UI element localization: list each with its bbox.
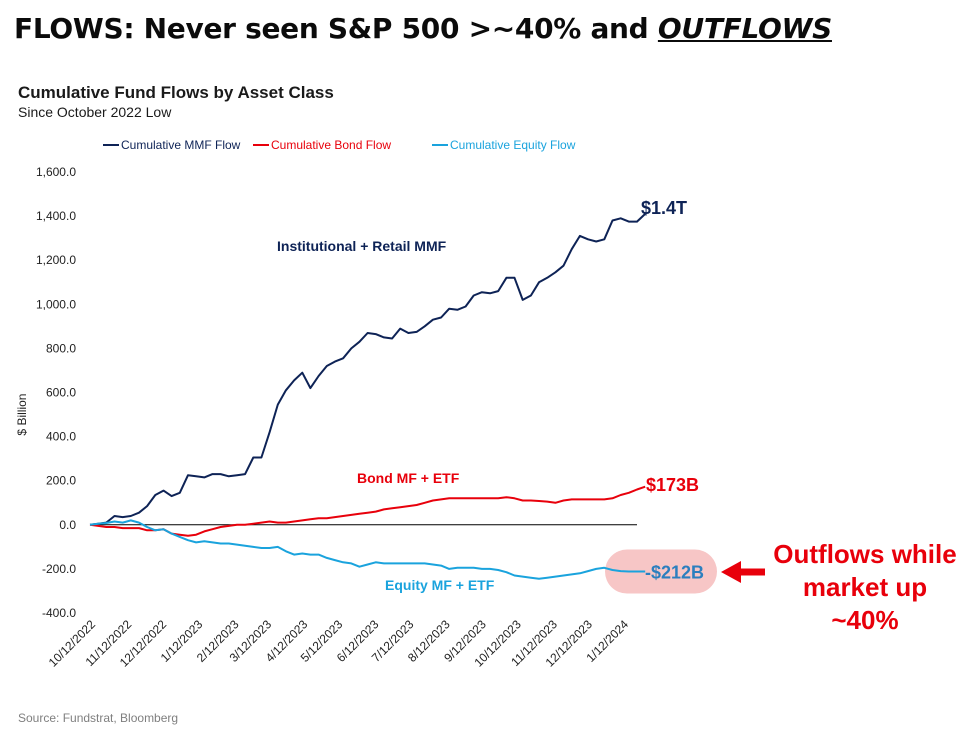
y-tick-label: -400.0 bbox=[42, 606, 76, 620]
y-tick-label: 400.0 bbox=[46, 430, 76, 444]
y-tick-label: 1,600.0 bbox=[36, 165, 76, 179]
legend-label: Cumulative Equity Flow bbox=[450, 138, 576, 152]
legend-label: Cumulative Bond Flow bbox=[271, 138, 391, 152]
callout-line1: Outflows while bbox=[773, 539, 957, 569]
y-tick-label: 1,400.0 bbox=[36, 209, 76, 223]
y-tick-label: -200.0 bbox=[42, 562, 76, 576]
headline-emphasis: OUTFLOWS bbox=[657, 12, 832, 45]
series-annotation: Bond MF + ETF bbox=[357, 470, 460, 486]
series-annotation: Institutional + Retail MMF bbox=[277, 238, 447, 254]
y-tick-label: 600.0 bbox=[46, 386, 76, 400]
y-tick-label: 0.0 bbox=[59, 518, 76, 532]
source-note: Source: Fundstrat, Bloomberg bbox=[18, 711, 179, 725]
series-line-bond bbox=[89, 485, 646, 537]
series-end-label: $173B bbox=[646, 475, 699, 495]
y-tick-label: 1,000.0 bbox=[36, 297, 76, 311]
series-line-equity bbox=[89, 519, 646, 580]
legend-label: Cumulative MMF Flow bbox=[121, 138, 241, 152]
callout: Outflows while market up ~40% bbox=[766, 538, 964, 637]
y-tick-label: 200.0 bbox=[46, 474, 76, 488]
series-line-mmf bbox=[89, 213, 646, 526]
y-tick-label: 1,200.0 bbox=[36, 253, 76, 267]
callout-arrow-head bbox=[721, 561, 741, 583]
y-tick-label: 800.0 bbox=[46, 341, 76, 355]
callout-line2: market up ~40% bbox=[802, 572, 928, 635]
series-annotation: Equity MF + ETF bbox=[385, 577, 495, 593]
headline: FLOWS: Never seen S&P 500 >~40% and OUTF… bbox=[14, 12, 832, 45]
headline-text: FLOWS: Never seen S&P 500 >~40% and bbox=[14, 12, 658, 45]
chart-title: Cumulative Fund Flows by Asset Class bbox=[18, 83, 334, 102]
series-end-label: $1.4T bbox=[641, 198, 687, 218]
chart-subtitle: Since October 2022 Low bbox=[18, 104, 172, 120]
y-axis-label: $ Billion bbox=[15, 394, 29, 436]
series-end-label: -$212B bbox=[645, 563, 704, 583]
equity-highlight bbox=[605, 549, 717, 594]
